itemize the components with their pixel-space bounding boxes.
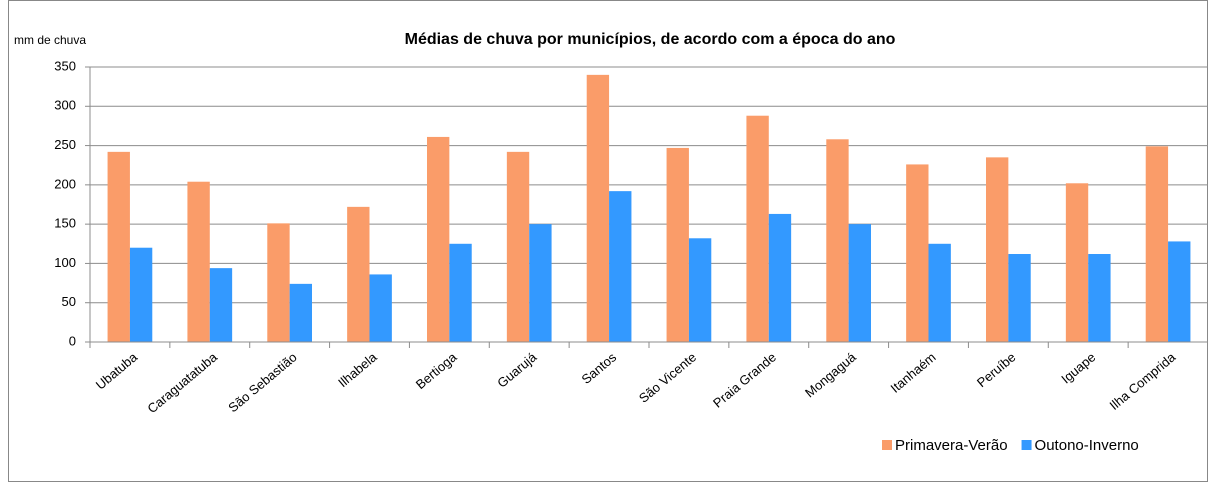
bar (129, 247, 153, 342)
bar (107, 151, 130, 342)
bar (985, 157, 1009, 342)
legend-label: Outono-Inverno (1035, 437, 1139, 454)
bar (369, 274, 392, 342)
bar (609, 191, 632, 342)
y-tick-label: 100 (54, 255, 76, 270)
bar (289, 283, 313, 342)
bar (449, 243, 472, 342)
legend-swatch (882, 440, 892, 450)
legend-label: Primavera-Verão (895, 437, 1008, 454)
bar (768, 213, 792, 342)
y-tick-label: 50 (62, 294, 76, 309)
bar (1065, 183, 1089, 342)
bar (267, 223, 290, 342)
y-tick-label: 300 (54, 98, 76, 113)
bar (506, 151, 530, 342)
y-tick-label: 0 (69, 333, 76, 348)
y-axis-label: mm de chuva (14, 33, 86, 47)
legend-swatch (1021, 440, 1032, 450)
bar (1168, 241, 1191, 342)
bar (426, 136, 450, 342)
bar (209, 268, 233, 342)
y-tick-label: 350 (54, 58, 76, 73)
bar (529, 224, 552, 342)
bar (826, 139, 849, 342)
y-tick-label: 200 (54, 176, 76, 191)
bar (848, 224, 872, 342)
bar (1145, 146, 1169, 342)
bar (1008, 254, 1031, 342)
bar (666, 147, 689, 342)
chart-title: Médias de chuva por municípios, de acord… (405, 31, 896, 48)
y-tick-label: 150 (54, 216, 76, 231)
bar (906, 164, 929, 342)
bar (928, 243, 951, 342)
bar (688, 238, 712, 342)
bar (586, 74, 610, 342)
bar (187, 181, 210, 342)
bar (347, 206, 370, 342)
bar (1088, 254, 1111, 342)
bar (746, 115, 769, 342)
y-tick-label: 250 (54, 137, 76, 152)
